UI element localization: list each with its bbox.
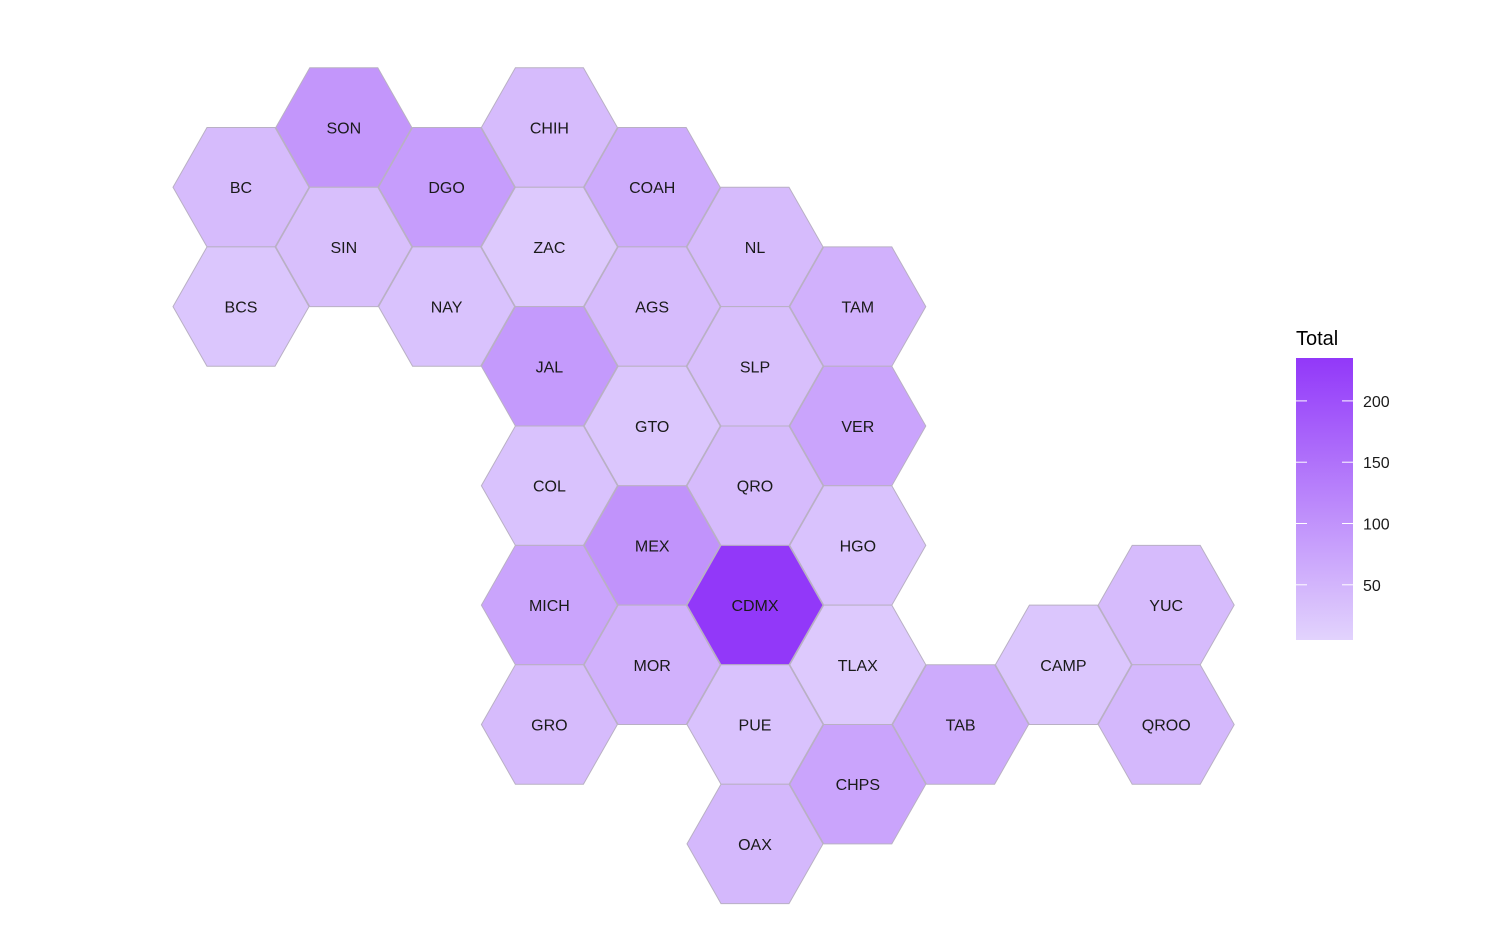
hex-label: SLP (740, 359, 770, 376)
hex-shape (789, 724, 927, 845)
hex-shape (583, 604, 721, 725)
hex-label: YUC (1149, 598, 1183, 615)
hex-shape (275, 186, 413, 308)
hex-label: OAX (738, 837, 772, 854)
hex-tile-gro: GRO (480, 664, 618, 785)
hex-label: MICH (529, 598, 570, 615)
hex-tile-ver: VER (789, 365, 927, 487)
hex-tile-qro: QRO (686, 425, 824, 546)
hex-label: GTO (635, 419, 669, 436)
hex-tile-mex: MEX (583, 485, 721, 606)
hex-label: MOR (634, 658, 671, 675)
hex-label: COL (533, 479, 566, 496)
hex-tile-chih: CHIH (480, 67, 618, 188)
hex-label: JAL (536, 359, 564, 376)
hex-tile-tam: TAM (789, 246, 927, 367)
hex-tile-slp: SLP (686, 306, 824, 427)
hex-tile-jal: JAL (480, 306, 618, 427)
hex-label: AGS (635, 300, 669, 317)
hex-label: CDMX (731, 598, 778, 615)
legend-colorbar (1296, 358, 1353, 640)
hex-tile-col: COL (480, 425, 618, 546)
legend-tick-label: 150 (1363, 455, 1390, 472)
hex-label: TAB (946, 718, 976, 735)
hex-shape (480, 664, 618, 785)
hex-tile-coah: COAH (583, 127, 721, 248)
hex-label: VER (841, 419, 874, 436)
hex-shape (686, 783, 824, 905)
hex-tile-mor: MOR (583, 604, 721, 725)
hex-label: SON (326, 121, 361, 138)
hex-label: COAH (629, 180, 675, 197)
legend: Total 50 100 150 200 (1296, 328, 1390, 640)
hex-tile-nay: NAY (378, 246, 516, 367)
hex-label: TAM (842, 300, 875, 317)
hex-shape (1097, 664, 1235, 785)
legend-ticks: 50 100 150 200 (1296, 394, 1390, 595)
legend-title: Total (1296, 328, 1338, 350)
hex-tile-bcs: BCS (172, 246, 310, 367)
hex-tile-chps: CHPS (789, 724, 927, 845)
hex-shape (892, 664, 1030, 785)
hex-tile-tab: TAB (892, 664, 1030, 785)
hex-label: CHPS (836, 777, 880, 794)
hex-label: QROO (1142, 718, 1191, 735)
hex-tile-qroo: QROO (1097, 664, 1235, 785)
hex-tile-mich: MICH (480, 544, 618, 666)
hex-shape (172, 246, 310, 367)
hex-layer: SON CHIH BC DGO COAH SIN ZAC NL BCS NAY AGS TAM JAL S… (172, 67, 1235, 905)
hex-label: CHIH (530, 121, 569, 138)
hex-tile-oax: OAX (686, 783, 824, 905)
hex-label: CAMP (1040, 658, 1086, 675)
hex-label: TLAX (838, 658, 878, 675)
hex-label: BC (230, 180, 252, 197)
hex-label: NL (745, 240, 766, 257)
hex-label: HGO (840, 538, 876, 555)
hex-label: ZAC (533, 240, 565, 257)
hex-label: DGO (428, 180, 464, 197)
hex-shape (378, 246, 516, 367)
hex-label: BCS (225, 300, 258, 317)
legend-tick-label: 50 (1363, 578, 1381, 595)
hex-tile-sin: SIN (275, 186, 413, 308)
hex-label: PUE (739, 718, 772, 735)
hex-label: MEX (635, 538, 670, 555)
hex-label: GRO (531, 718, 567, 735)
hex-tile-camp: CAMP (994, 604, 1132, 725)
hex-label: SIN (330, 240, 357, 257)
hex-shape (994, 604, 1132, 725)
hex-label: NAY (431, 300, 463, 317)
hex-label: QRO (737, 479, 773, 496)
legend-tick-label: 100 (1363, 517, 1390, 534)
legend-tick-label: 200 (1363, 394, 1390, 411)
